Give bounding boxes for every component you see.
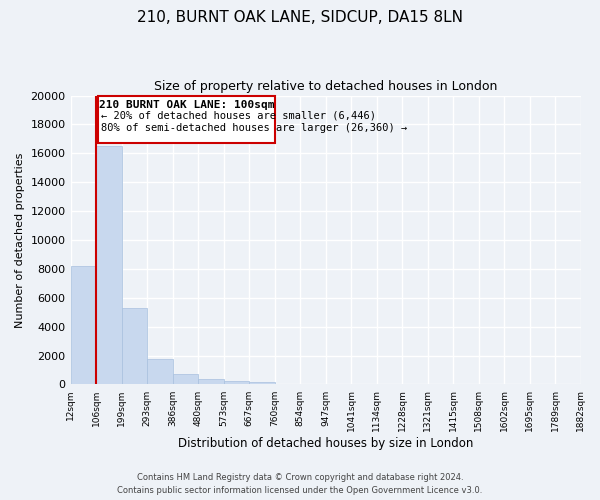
Bar — [198, 380, 224, 384]
Text: Contains HM Land Registry data © Crown copyright and database right 2024.
Contai: Contains HM Land Registry data © Crown c… — [118, 474, 482, 495]
Text: ← 20% of detached houses are smaller (6,446): ← 20% of detached houses are smaller (6,… — [101, 110, 376, 120]
X-axis label: Distribution of detached houses by size in London: Distribution of detached houses by size … — [178, 437, 473, 450]
FancyBboxPatch shape — [98, 96, 275, 143]
Title: Size of property relative to detached houses in London: Size of property relative to detached ho… — [154, 80, 497, 93]
Bar — [224, 380, 249, 384]
Y-axis label: Number of detached properties: Number of detached properties — [15, 152, 25, 328]
Bar — [147, 359, 173, 384]
Bar — [122, 308, 147, 384]
Bar — [173, 374, 198, 384]
Bar — [249, 382, 275, 384]
Bar — [71, 266, 96, 384]
Text: 80% of semi-detached houses are larger (26,360) →: 80% of semi-detached houses are larger (… — [101, 123, 407, 133]
Text: 210, BURNT OAK LANE, SIDCUP, DA15 8LN: 210, BURNT OAK LANE, SIDCUP, DA15 8LN — [137, 10, 463, 25]
Text: 210 BURNT OAK LANE: 100sqm: 210 BURNT OAK LANE: 100sqm — [98, 100, 274, 110]
Bar — [96, 146, 122, 384]
